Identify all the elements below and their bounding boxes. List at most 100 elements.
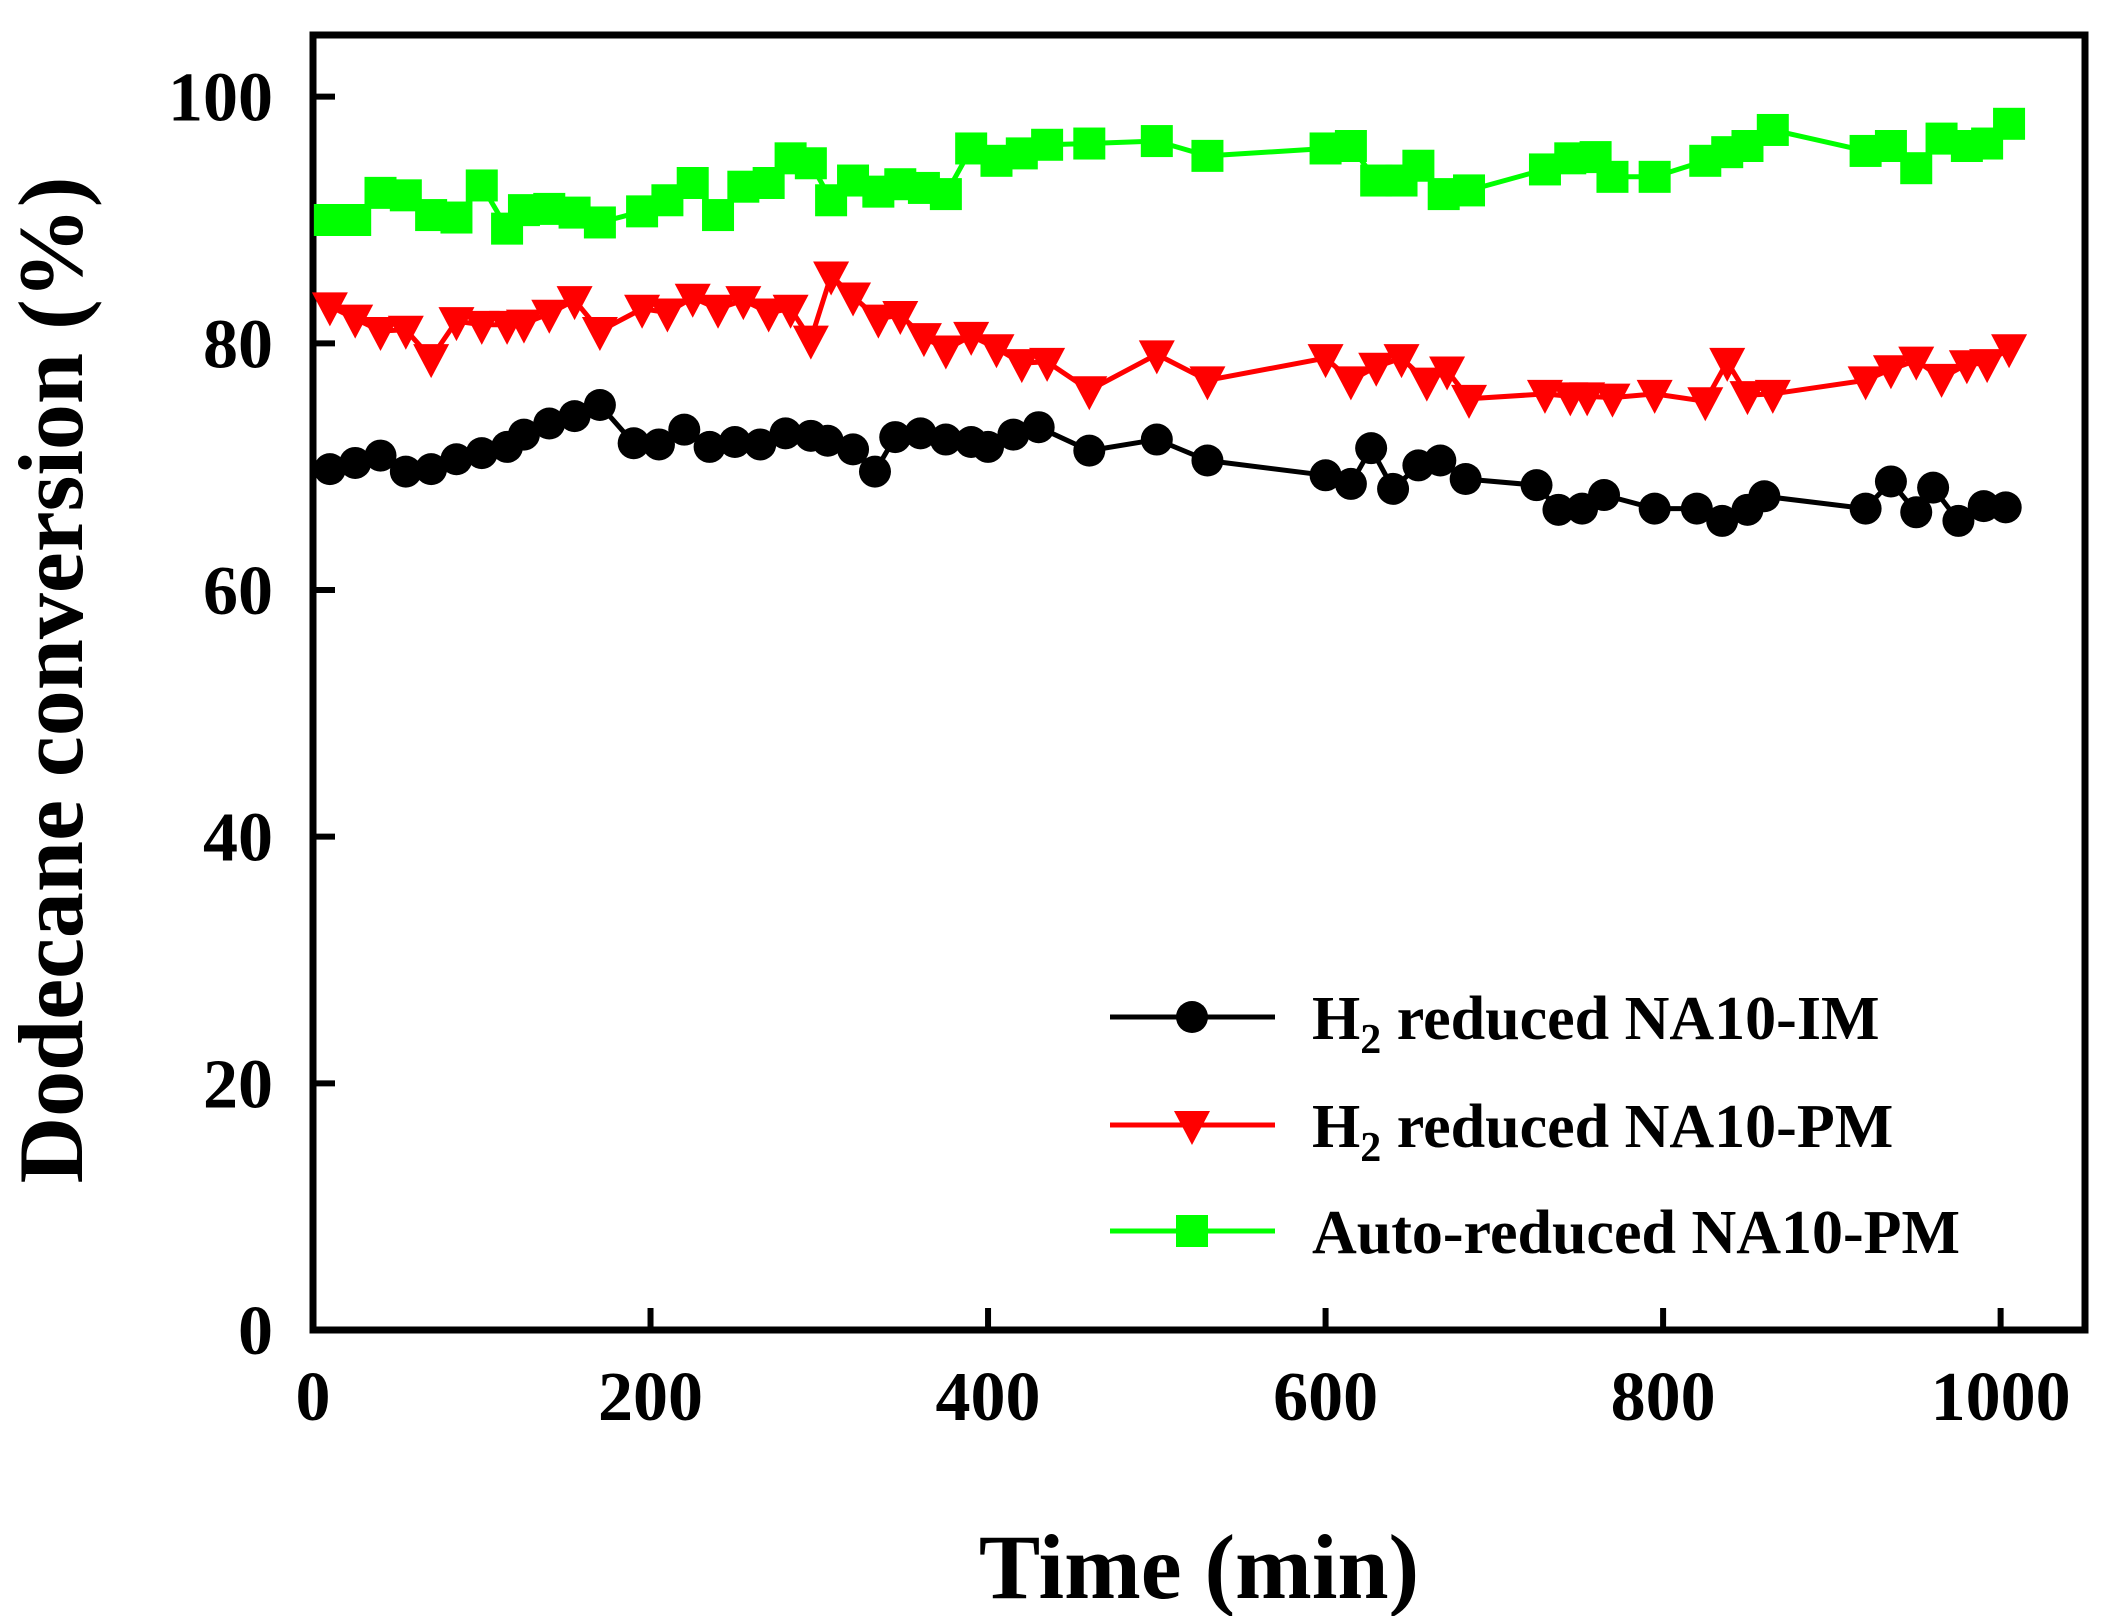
series-0-point-5: [440, 443, 473, 476]
series-0-point-32: [1191, 444, 1224, 477]
x-axis-tick-labels: 0 200 400 600 800 1000: [296, 1359, 2071, 1436]
series-0-point-38: [1424, 444, 1457, 477]
series-0: [313, 389, 2022, 537]
series-1-point-30: [1071, 376, 1108, 411]
series-2-point-15: [702, 199, 735, 232]
legend-item-0: H2 reduced NA10-IM: [1110, 985, 1879, 1063]
series-1-point-25: [927, 335, 964, 370]
series-0-point-36: [1377, 472, 1410, 505]
series-0-point-20: [811, 424, 844, 457]
series-2-point-11: [583, 206, 616, 239]
series-1-point-34: [1332, 366, 1369, 401]
x-tick-label-2: 400: [936, 1359, 1041, 1436]
series-0-point-16: [718, 426, 751, 458]
series-1-point-12: [624, 294, 661, 329]
series-1-point-26: [953, 321, 990, 356]
series-1-point-0: [311, 292, 348, 327]
series-2: [313, 107, 2026, 245]
series-1-point-47: [1729, 381, 1766, 416]
plot-frame: [309, 31, 2089, 1334]
series-0-point-8: [507, 418, 540, 451]
series-1-point-14: [674, 283, 711, 318]
legend-label-0: H2 reduced NA10-IM: [1312, 985, 1879, 1063]
series-0-point-34: [1334, 467, 1367, 500]
series-1-point-48: [1754, 379, 1791, 414]
series-1-point-24: [905, 323, 942, 358]
x-axis-ticks: [310, 1308, 2004, 1330]
series-0-point-33: [1309, 459, 1342, 492]
series-1-point-32: [1189, 366, 1226, 401]
series-0-point-30: [1073, 434, 1106, 467]
series-0-point-52: [1917, 471, 1950, 504]
series-1-point-6: [463, 310, 500, 345]
series-1-point-10: [556, 286, 593, 321]
series-0-point-50: [1874, 465, 1907, 498]
series-0-point-55: [1989, 491, 2022, 524]
series-0-point-27: [972, 430, 1005, 463]
series-0-point-44: [1638, 492, 1671, 525]
series-1-point-31: [1138, 340, 1175, 375]
series-0-point-2: [364, 439, 397, 472]
y-axis-ticks: [313, 93, 335, 1333]
legend-item-2: Auto-reduced NA10-PM: [1110, 1199, 1960, 1267]
series-1-point-5: [438, 307, 475, 342]
series-2-point-51: [1900, 152, 1933, 185]
series-0-point-48: [1748, 480, 1781, 513]
y-tick-label-1: 20: [203, 1046, 273, 1123]
series-2-point-29: [1031, 128, 1064, 161]
series-0-point-41: [1542, 493, 1575, 526]
series-1-point-4: [413, 344, 450, 379]
series-1-point-18: [772, 294, 809, 329]
series-1-point-8: [505, 309, 542, 344]
series-1-point-39: [1451, 384, 1488, 419]
series-1-point-1: [337, 304, 374, 339]
series-2-point-30: [1073, 127, 1106, 160]
series-2-point-19: [794, 147, 827, 180]
series-0-point-0: [313, 453, 346, 486]
series-2-point-25: [929, 178, 962, 211]
series-2-point-32: [1191, 139, 1224, 172]
series-2-point-48: [1756, 113, 1789, 146]
series-0-point-3: [389, 455, 422, 488]
series-0-point-14: [668, 413, 701, 446]
series-1-point-38: [1429, 356, 1466, 391]
series-2-point-55: [1993, 107, 2026, 140]
series-0-point-28: [997, 418, 1030, 451]
series-1-point-40: [1526, 379, 1563, 414]
y-tick-label-5: 100: [168, 60, 273, 137]
series-0-point-35: [1355, 432, 1388, 465]
series-0-point-22: [858, 455, 891, 488]
series-0-point-11: [583, 389, 616, 421]
series-0-point-51: [1900, 496, 1933, 529]
series-1-point-44: [1636, 379, 1673, 414]
series-2-point-43: [1596, 160, 1629, 193]
series-1-point-16: [725, 286, 762, 321]
x-tick-label-0: 0: [296, 1359, 331, 1436]
y-tick-label-2: 40: [203, 800, 273, 877]
series-0-point-49: [1849, 492, 1882, 525]
legend-marker-0: [1176, 1001, 1208, 1033]
x-axis-title: Time (min): [979, 1516, 1419, 1616]
series-1-point-11: [581, 317, 618, 351]
series-1-point-22: [860, 304, 897, 339]
legend-label-2: Auto-reduced NA10-PM: [1312, 1199, 1960, 1267]
series-2-point-34: [1334, 130, 1367, 162]
series-1-point-36: [1383, 344, 1420, 379]
series-1-point-45: [1687, 387, 1724, 422]
series-2-point-5: [440, 201, 473, 234]
legend-marker-1: [1174, 1111, 1210, 1145]
y-axis-tick-labels: 0 20 40 60 80 100: [168, 60, 273, 1370]
series-0-point-15: [693, 430, 726, 463]
series-0-point-6: [465, 437, 498, 470]
series-0-point-43: [1588, 479, 1621, 512]
series-0-point-13: [642, 428, 675, 461]
series-0-point-29: [1022, 411, 1055, 444]
series-1-point-52: [1923, 363, 1960, 398]
y-tick-label-0: 0: [238, 1293, 273, 1370]
series-1-point-19: [792, 325, 829, 360]
y-axis-title: Dodecane conversion (%): [0, 177, 102, 1184]
series-1-point-42: [1569, 382, 1606, 417]
series-2-point-37: [1402, 149, 1435, 182]
series-0-point-21: [837, 433, 870, 466]
